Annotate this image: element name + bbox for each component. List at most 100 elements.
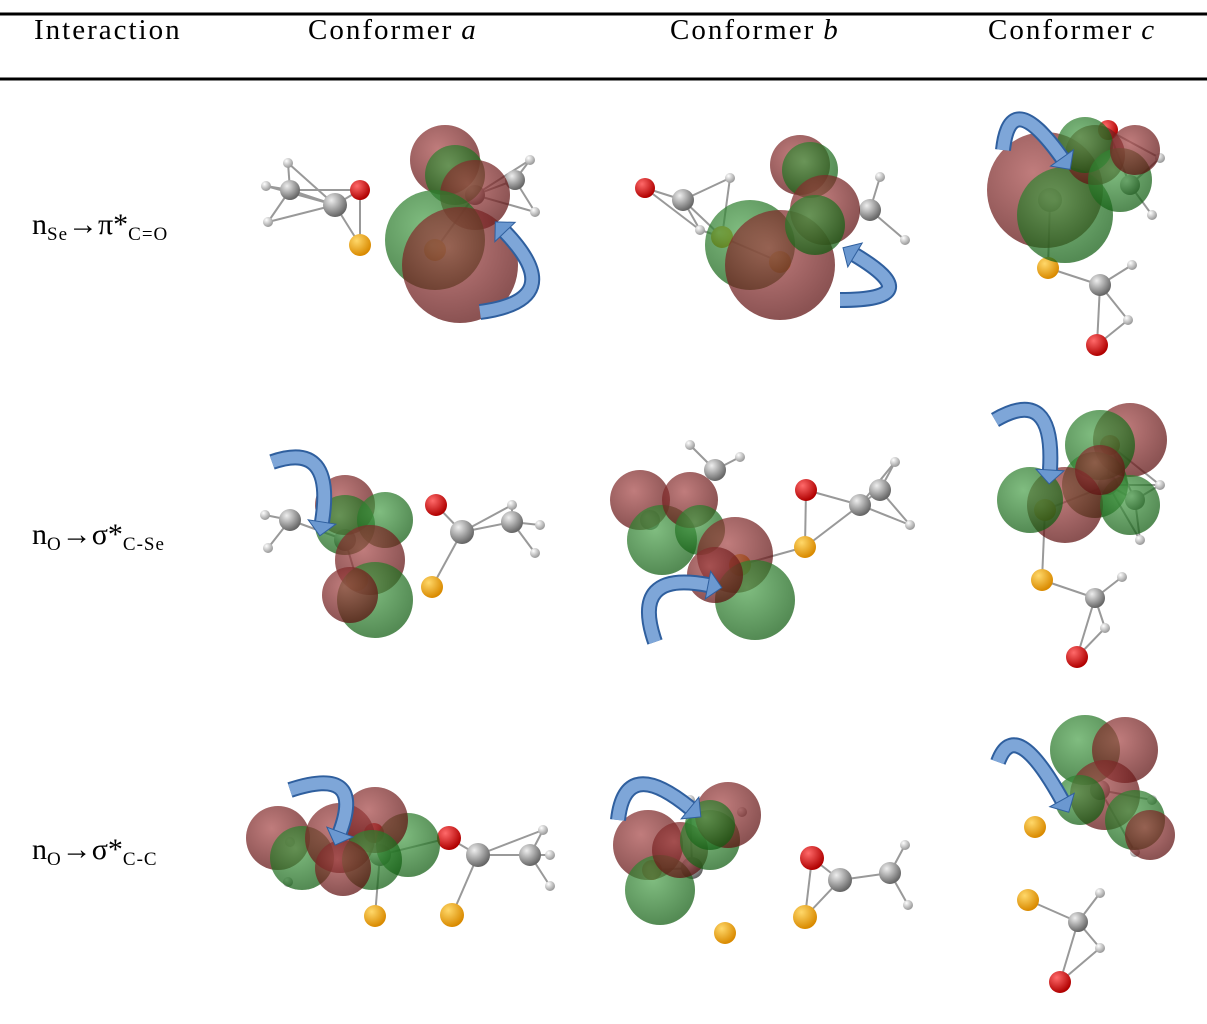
atom	[1095, 888, 1105, 898]
orbital-lobe	[1125, 810, 1175, 860]
atom	[1085, 588, 1105, 608]
table-figure: Interaction Conformera Conformerb Confor…	[0, 0, 1207, 1024]
atom	[869, 479, 891, 501]
header-cell: Conformerc	[988, 14, 1156, 47]
atom	[875, 172, 885, 182]
atom	[735, 452, 745, 462]
atom	[900, 235, 910, 245]
atom	[1117, 572, 1127, 582]
label-part: C=O	[128, 224, 168, 245]
label-part: n	[32, 833, 47, 866]
header-variable: a	[461, 14, 478, 46]
atom	[795, 479, 817, 501]
atom	[1095, 943, 1105, 953]
atom	[283, 158, 293, 168]
atom	[859, 199, 881, 221]
atom	[1123, 315, 1133, 325]
atom	[1089, 274, 1111, 296]
atom	[879, 862, 901, 884]
label-part: →	[62, 518, 92, 551]
orbital-lobe	[1110, 125, 1160, 175]
label-part: n	[32, 208, 47, 241]
atom	[263, 217, 273, 227]
atom	[903, 900, 913, 910]
atom	[900, 840, 910, 850]
atom	[466, 843, 490, 867]
atom	[714, 922, 736, 944]
label-part: σ*	[92, 833, 123, 866]
atom	[725, 173, 735, 183]
label-part: C-C	[123, 849, 158, 870]
atom	[1155, 480, 1165, 490]
atom	[525, 155, 535, 165]
atom	[323, 193, 347, 217]
atom	[1135, 535, 1145, 545]
label-part: →	[62, 833, 92, 866]
atom	[519, 844, 541, 866]
atom	[1127, 260, 1137, 270]
orbital-lobe	[315, 840, 371, 896]
atom	[349, 234, 371, 256]
molecule-images	[246, 117, 1175, 993]
atom	[450, 520, 474, 544]
atom	[1066, 646, 1088, 668]
row-label: nO→σ*C-Se	[32, 518, 165, 556]
atom	[794, 536, 816, 558]
label-part: σ*	[92, 518, 123, 551]
atom	[530, 548, 540, 558]
header-text: Conformer	[308, 14, 453, 46]
label-part: n	[32, 518, 47, 551]
atom	[1147, 210, 1157, 220]
atom	[535, 520, 545, 530]
header-cell: Interaction	[34, 14, 182, 47]
atom	[1024, 816, 1046, 838]
atom	[545, 850, 555, 860]
header-text: Conformer	[670, 14, 815, 46]
atom	[704, 459, 726, 481]
orbital-lobe	[1075, 445, 1125, 495]
label-part: O	[47, 534, 62, 555]
atom	[685, 440, 695, 450]
atom	[635, 178, 655, 198]
row-label: nO→σ*C-C	[32, 833, 158, 871]
label-part: C-Se	[123, 534, 165, 555]
atom	[905, 520, 915, 530]
atom	[280, 180, 300, 200]
header-variable: b	[823, 14, 840, 46]
atom	[421, 576, 443, 598]
atom	[425, 494, 447, 516]
atom	[260, 510, 270, 520]
orbital-lobe	[687, 547, 743, 603]
atom	[530, 207, 540, 217]
atom	[350, 180, 370, 200]
atom	[672, 189, 694, 211]
row-label: nSe→π*C=O	[32, 208, 168, 246]
atom	[890, 457, 900, 467]
atom	[793, 905, 817, 929]
label-part: Se	[47, 224, 68, 245]
atom	[1068, 912, 1088, 932]
atom	[849, 494, 871, 516]
header-text: Conformer	[988, 14, 1133, 46]
atom	[1049, 971, 1071, 993]
header-text: Interaction	[34, 14, 182, 46]
atom	[263, 543, 273, 553]
atom	[279, 509, 301, 531]
label-part: →	[68, 208, 98, 241]
orbital-lobe	[785, 195, 845, 255]
orbital-lobe	[322, 567, 378, 623]
label-part: π*	[98, 208, 128, 241]
figure-graphics	[0, 0, 1207, 1024]
atom	[1086, 334, 1108, 356]
atom	[364, 905, 386, 927]
label-part: O	[47, 849, 62, 870]
atom	[695, 225, 705, 235]
atom	[538, 825, 548, 835]
header-variable: c	[1141, 14, 1156, 46]
atom	[261, 181, 271, 191]
atom	[501, 511, 523, 533]
atom	[507, 500, 517, 510]
atom	[437, 826, 461, 850]
